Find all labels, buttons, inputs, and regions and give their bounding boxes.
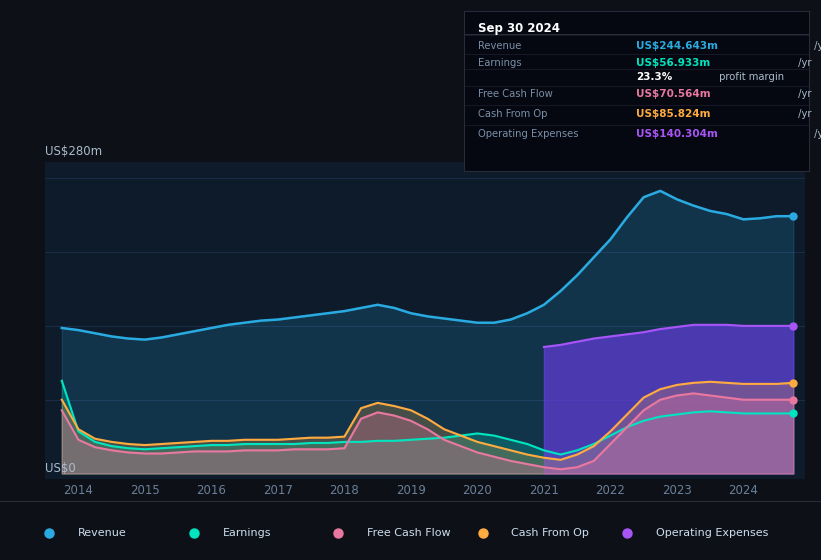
- Text: Operating Expenses: Operating Expenses: [656, 528, 768, 538]
- Text: Operating Expenses: Operating Expenses: [478, 129, 578, 139]
- Text: US$244.643m: US$244.643m: [636, 40, 718, 50]
- Text: US$70.564m: US$70.564m: [636, 89, 711, 99]
- Text: US$0: US$0: [45, 462, 76, 475]
- Text: US$85.824m: US$85.824m: [636, 109, 711, 119]
- Text: US$140.304m: US$140.304m: [636, 129, 718, 139]
- Text: Cash From Op: Cash From Op: [511, 528, 589, 538]
- Text: Revenue: Revenue: [78, 528, 126, 538]
- Text: 23.3%: 23.3%: [636, 72, 672, 82]
- Text: /yr: /yr: [811, 129, 821, 139]
- Text: Free Cash Flow: Free Cash Flow: [367, 528, 451, 538]
- Text: /yr: /yr: [795, 58, 811, 68]
- Text: profit margin: profit margin: [716, 72, 784, 82]
- Text: US$56.933m: US$56.933m: [636, 58, 710, 68]
- Text: Earnings: Earnings: [222, 528, 271, 538]
- Text: US$280m: US$280m: [45, 145, 103, 158]
- Text: Sep 30 2024: Sep 30 2024: [478, 22, 560, 35]
- Text: /yr: /yr: [795, 89, 811, 99]
- Text: Cash From Op: Cash From Op: [478, 109, 547, 119]
- Text: /yr: /yr: [811, 40, 821, 50]
- Text: Revenue: Revenue: [478, 40, 521, 50]
- Text: Earnings: Earnings: [478, 58, 521, 68]
- Text: Free Cash Flow: Free Cash Flow: [478, 89, 553, 99]
- Text: /yr: /yr: [795, 109, 811, 119]
